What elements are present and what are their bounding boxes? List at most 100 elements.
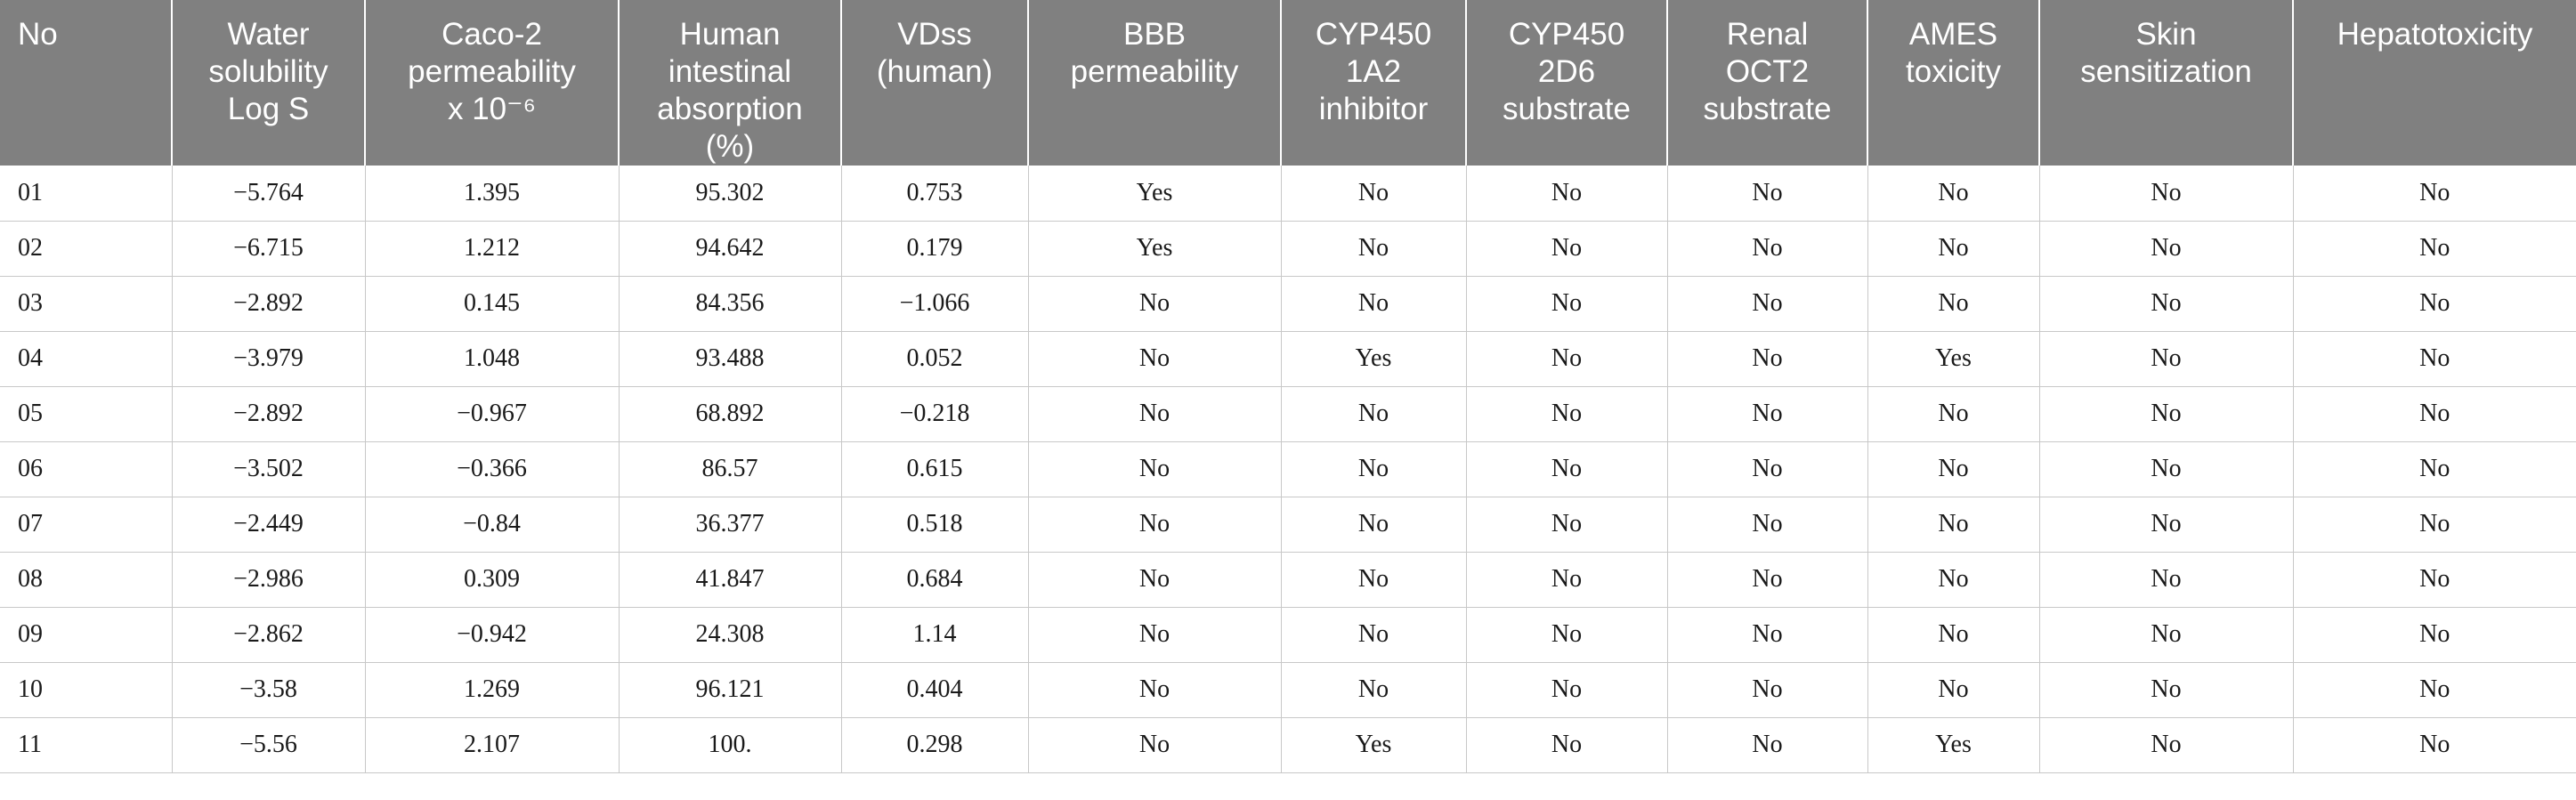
column-header: No [0, 0, 173, 166]
table-cell: −0.84 [365, 497, 620, 553]
table-cell: No [1466, 552, 1668, 608]
table-cell: No [1667, 497, 1868, 553]
table-row: 09 −2.862 −0.942 24.308 1.14 No No No No No No No [0, 607, 2576, 663]
column-header-line: 2D6 [1537, 54, 1596, 89]
table-cell: 1.048 [365, 331, 620, 387]
table-cell: 0.753 [841, 166, 1029, 222]
table-cell: No [1867, 552, 2040, 608]
table-cell: 84.356 [619, 276, 842, 332]
table-cell: −0.218 [841, 386, 1029, 442]
table-cell: No [2293, 166, 2576, 222]
table-cell: 0.518 [841, 497, 1029, 553]
table-cell: 0.684 [841, 552, 1029, 608]
table-cell: No [2039, 497, 2294, 553]
table-cell: No [1281, 662, 1467, 718]
column-header-line: Caco-2 [441, 17, 542, 52]
table-cell: No [1667, 331, 1868, 387]
column-header-line: AMES [1908, 17, 1998, 52]
table-cell: 0.052 [841, 331, 1029, 387]
table-cell: −0.967 [365, 386, 620, 442]
table-cell: No [1466, 662, 1668, 718]
table-cell: −6.715 [172, 221, 366, 277]
column-header: Renal OCT2 substrate [1667, 0, 1868, 166]
table-cell: Yes [1867, 717, 2040, 773]
table-cell: 36.377 [619, 497, 842, 553]
header-row: No Water solubility Log S Caco-2 permeability… [0, 0, 2576, 166]
table-cell: 93.488 [619, 331, 842, 387]
column-header-line: CYP450 [1508, 17, 1625, 52]
table-cell: No [1028, 331, 1282, 387]
column-header-line: Water [227, 17, 310, 52]
column-header-line: substrate [1503, 92, 1631, 126]
column-header-line: Hepatotoxicity [2337, 17, 2533, 52]
table-cell: No [2293, 441, 2576, 497]
table-cell: No [1466, 386, 1668, 442]
column-header-line: 1A2 [1345, 54, 1402, 89]
table-cell: 07 [0, 497, 173, 553]
table-cell: No [1867, 221, 2040, 277]
column-header: Caco-2 permeability x 10⁻⁶ [365, 0, 620, 166]
table-cell: No [1028, 717, 1282, 773]
table-cell: −5.56 [172, 717, 366, 773]
table-cell: No [2293, 607, 2576, 663]
table-cell: 100. [619, 717, 842, 773]
column-header-line: BBB [1122, 17, 1187, 52]
column-header: VDss (human) [841, 0, 1029, 166]
column-header-line: inhibitor [1318, 92, 1429, 126]
column-header-line: toxicity [1906, 54, 2001, 89]
table-row: 02 −6.715 1.212 94.642 0.179 Yes No No No No No No [0, 221, 2576, 277]
table-cell: No [2293, 497, 2576, 553]
table-cell: No [1466, 166, 1668, 222]
table-cell: Yes [1028, 221, 1282, 277]
table-cell: 96.121 [619, 662, 842, 718]
table-cell: No [1281, 441, 1467, 497]
table-cell: −2.986 [172, 552, 366, 608]
table-cell: No [1667, 552, 1868, 608]
table-cell: No [1867, 441, 2040, 497]
table-cell: 06 [0, 441, 173, 497]
table-cell: 09 [0, 607, 173, 663]
table-cell: 11 [0, 717, 173, 773]
table-cell: No [2039, 717, 2294, 773]
table-row: 10 −3.58 1.269 96.121 0.404 No No No No No No No [0, 662, 2576, 718]
table-cell: No [2039, 166, 2294, 222]
table-cell: No [2293, 386, 2576, 442]
table-cell: No [1867, 607, 2040, 663]
table-cell: 0.179 [841, 221, 1029, 277]
table-cell: −0.942 [365, 607, 620, 663]
table-cell: No [1028, 497, 1282, 553]
table-cell: No [1028, 441, 1282, 497]
table-cell: No [1028, 607, 1282, 663]
table-cell: No [1867, 662, 2040, 718]
column-header: BBB permeability [1028, 0, 1282, 166]
table-cell: 95.302 [619, 166, 842, 222]
table-cell: 05 [0, 386, 173, 442]
column-header: Hepatotoxicity [2293, 0, 2576, 166]
table-cell: No [2039, 386, 2294, 442]
table-cell: No [1667, 662, 1868, 718]
column-header-line: permeability [1070, 54, 1239, 89]
table-cell: 1.212 [365, 221, 620, 277]
table-cell: No [2293, 717, 2576, 773]
table-row: 04 −3.979 1.048 93.488 0.052 No Yes No No Yes No No [0, 331, 2576, 387]
table-cell: 0.145 [365, 276, 620, 332]
table-cell: 41.847 [619, 552, 842, 608]
table-cell: No [1867, 386, 2040, 442]
column-header-line: (human) [876, 54, 993, 89]
table-cell: −2.892 [172, 386, 366, 442]
column-header-line: OCT2 [1725, 54, 1810, 89]
table-cell: −2.862 [172, 607, 366, 663]
column-header-line: absorption [657, 92, 803, 126]
table-cell: No [1667, 276, 1868, 332]
table-row: 11 −5.56 2.107 100. 0.298 No Yes No No Yes No No [0, 717, 2576, 773]
column-header: AMES toxicity [1867, 0, 2040, 166]
table-row: 01 −5.764 1.395 95.302 0.753 Yes No No No No No No [0, 166, 2576, 222]
table-cell: 0.298 [841, 717, 1029, 773]
table-cell: No [1466, 607, 1668, 663]
table-cell: No [1867, 166, 2040, 222]
table-cell: 03 [0, 276, 173, 332]
table-cell: 0.615 [841, 441, 1029, 497]
column-header-line: Human [679, 17, 781, 52]
column-header-line: substrate [1703, 92, 1832, 126]
column-header-line: Renal [1726, 17, 1809, 52]
